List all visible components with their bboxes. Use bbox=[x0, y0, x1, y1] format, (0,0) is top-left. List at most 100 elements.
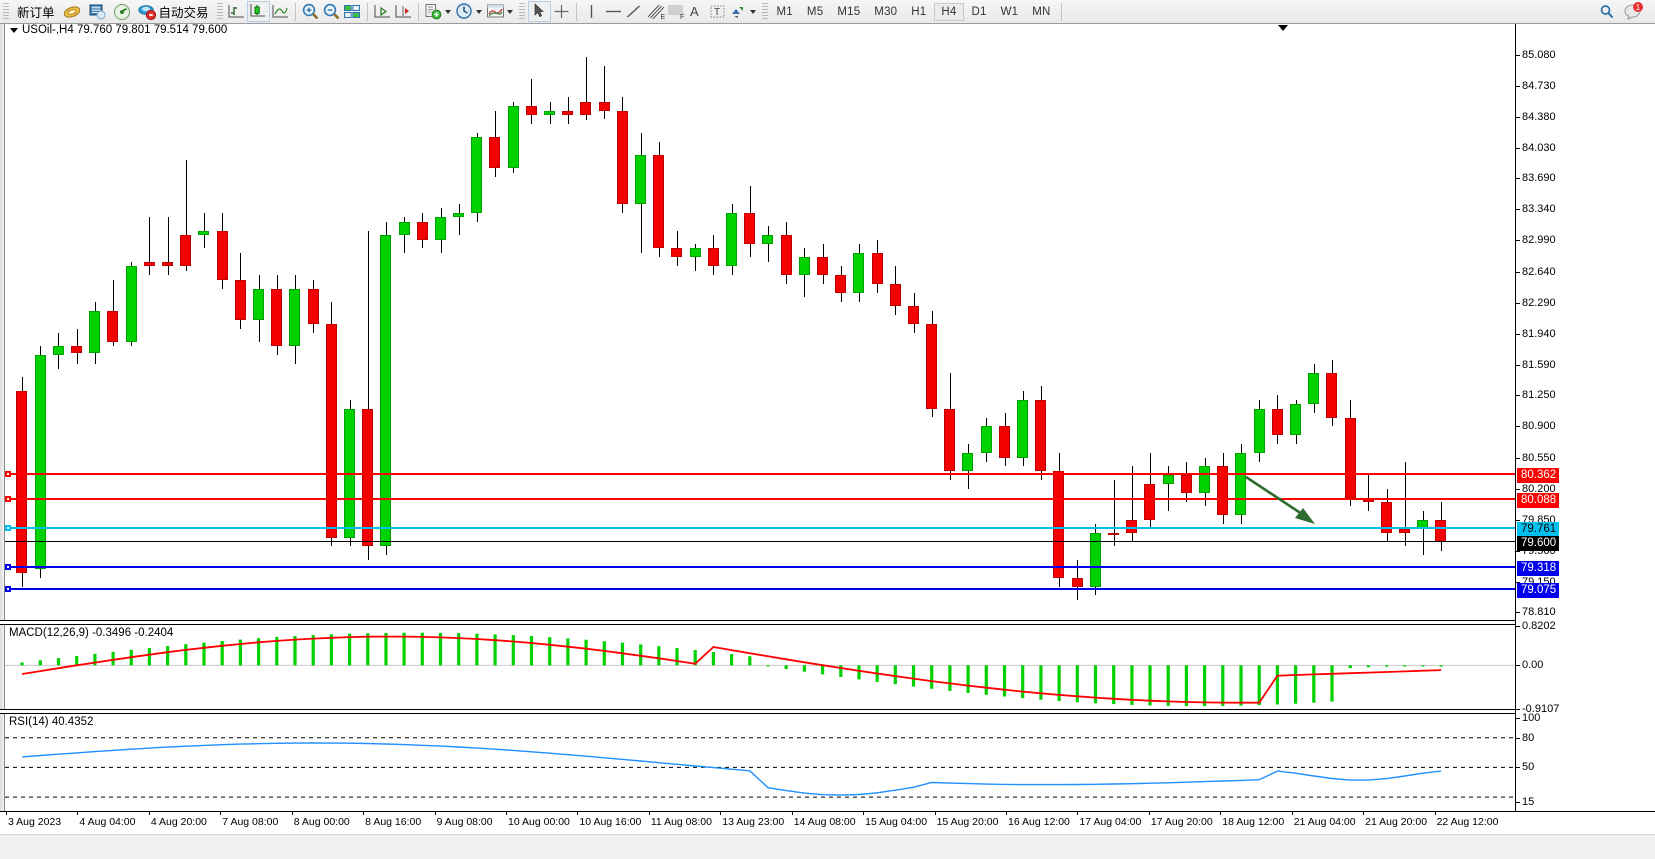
macd-histogram-bar bbox=[366, 633, 370, 666]
timeframe-m15[interactable]: M15 bbox=[837, 5, 861, 18]
timeframe-m1[interactable]: M1 bbox=[776, 5, 793, 18]
timeframe-d1[interactable]: D1 bbox=[971, 5, 987, 18]
chart-menu-arrow-icon[interactable] bbox=[10, 28, 18, 33]
price-tick bbox=[1516, 582, 1520, 584]
time-scale[interactable]: 3 Aug 2023 4 Aug 04:00 4 Aug 20:00 7 Aug 08… bbox=[0, 811, 1655, 835]
macd-histogram-bar bbox=[475, 633, 479, 666]
entry-line[interactable] bbox=[5, 524, 1515, 531]
vertical-line-icon[interactable] bbox=[581, 2, 602, 21]
timeframe-m5[interactable]: M5 bbox=[806, 5, 824, 18]
price-line-badge[interactable]: 80.362 bbox=[1517, 468, 1560, 484]
time-axis-label: 16 Aug 12:00 bbox=[1008, 816, 1070, 828]
chevron-down-icon[interactable] bbox=[444, 9, 451, 14]
resistance-line[interactable] bbox=[5, 471, 1515, 478]
macd-histogram-bar bbox=[1385, 665, 1389, 667]
price-tick bbox=[1516, 333, 1520, 335]
price-line-badge[interactable]: 79.600 bbox=[1517, 536, 1560, 552]
bar-chart-icon[interactable] bbox=[226, 2, 247, 21]
time-axis-label: 22 Aug 12:00 bbox=[1436, 816, 1499, 828]
macd-panel[interactable]: MACD(12,26,9) -0.3496 -0.2404 bbox=[5, 626, 1515, 709]
macd-histogram-bar bbox=[1275, 665, 1279, 705]
trendline-icon[interactable] bbox=[623, 2, 644, 21]
indicators-icon[interactable] bbox=[423, 2, 444, 21]
auto-trading-button[interactable]: 自动交易 bbox=[135, 1, 214, 23]
line-chart-icon[interactable] bbox=[270, 2, 291, 21]
timeframe-h4[interactable]: H4 bbox=[934, 2, 964, 21]
down-arrow-annotation[interactable] bbox=[1243, 472, 1333, 532]
timeframe-mn[interactable]: MN bbox=[1032, 5, 1051, 18]
zoom-in-icon[interactable] bbox=[300, 2, 321, 21]
candle-body-down bbox=[580, 101, 592, 116]
macd-histogram-bar bbox=[966, 665, 970, 693]
price-line-badge[interactable]: 79.075 bbox=[1517, 582, 1560, 598]
price-line-handle[interactable] bbox=[5, 585, 11, 592]
history-icon[interactable] bbox=[60, 1, 85, 23]
time-axis-label: 17 Aug 20:00 bbox=[1150, 816, 1213, 828]
toolbar-grip-2[interactable] bbox=[216, 2, 223, 21]
support-line[interactable] bbox=[5, 564, 1515, 571]
candle-body-down bbox=[235, 279, 247, 320]
price-line-handle[interactable] bbox=[5, 524, 11, 531]
text-label-icon[interactable]: A bbox=[686, 2, 707, 21]
crosshair-icon[interactable] bbox=[551, 2, 572, 21]
macd-histogram-bar bbox=[1239, 665, 1243, 706]
price-line-badge[interactable]: 79.761 bbox=[1517, 521, 1560, 537]
templates-icon[interactable] bbox=[485, 2, 506, 21]
signals-icon[interactable] bbox=[110, 1, 135, 23]
macd-histogram-bar bbox=[1366, 665, 1370, 668]
price-line-handle[interactable] bbox=[5, 495, 11, 502]
periods-icon[interactable] bbox=[454, 2, 475, 21]
chart-window[interactable]: USOil-,H4 79.760 79.801 79.514 79.600 MA… bbox=[0, 24, 1655, 859]
text-box-icon[interactable]: T bbox=[707, 2, 728, 21]
chevron-down-icon-3[interactable] bbox=[506, 9, 513, 14]
price-line-handle[interactable] bbox=[5, 471, 11, 478]
support-line[interactable] bbox=[5, 585, 1515, 592]
price-plot-area[interactable] bbox=[5, 39, 1515, 619]
rsi-panel[interactable]: RSI(14) 40.4352 bbox=[5, 715, 1515, 809]
candle-wick bbox=[459, 204, 460, 236]
current-price-line[interactable] bbox=[5, 541, 1515, 543]
new-order-button[interactable]: 新订单 bbox=[12, 1, 60, 23]
candle-body-down bbox=[1072, 577, 1084, 587]
toolbar-grip[interactable] bbox=[3, 2, 9, 21]
horizontal-line-icon[interactable] bbox=[602, 2, 623, 21]
tile-windows-icon[interactable] bbox=[342, 2, 363, 21]
price-line-badge[interactable]: 79.318 bbox=[1517, 561, 1560, 577]
candle-body-down bbox=[890, 284, 902, 307]
zoom-out-icon[interactable] bbox=[321, 2, 342, 21]
candle-body-down bbox=[817, 257, 829, 276]
toolbar-grip-3[interactable] bbox=[518, 2, 525, 21]
candle-body-up bbox=[471, 137, 483, 213]
candle-wick bbox=[586, 57, 587, 120]
horizontal-scrollbar[interactable] bbox=[0, 834, 1655, 859]
toolbar-grip-4[interactable] bbox=[761, 2, 768, 21]
chart-shift-icon[interactable] bbox=[393, 2, 414, 21]
search-icon[interactable] bbox=[1594, 1, 1620, 23]
equidistant-channel-icon[interactable]: E bbox=[644, 2, 665, 21]
cursor-icon[interactable] bbox=[527, 1, 551, 22]
svg-text:F: F bbox=[680, 14, 684, 21]
candle-body-down bbox=[1126, 519, 1138, 534]
timeframe-w1[interactable]: W1 bbox=[1000, 5, 1019, 18]
price-line-handle[interactable] bbox=[5, 564, 11, 571]
macd-histogram-bar bbox=[821, 665, 825, 675]
notification-icon[interactable]: 1 bbox=[1620, 1, 1655, 23]
macd-histogram-bar bbox=[111, 651, 115, 666]
price-scale[interactable]: 85.080 84.730 84.380 84.030 83.690 83.340 82.9… bbox=[1515, 24, 1655, 811]
time-axis-label: 4 Aug 04:00 bbox=[79, 816, 136, 828]
fibonacci-icon[interactable]: F bbox=[665, 2, 686, 21]
candle-wick bbox=[1168, 466, 1169, 511]
shapes-icon[interactable] bbox=[728, 2, 749, 21]
auto-scroll-icon[interactable] bbox=[372, 2, 393, 21]
chevron-down-icon-4[interactable] bbox=[749, 9, 756, 14]
timeframe-m30[interactable]: M30 bbox=[874, 5, 898, 18]
candlestick-chart-icon[interactable] bbox=[246, 1, 270, 22]
macd-histogram-bar bbox=[602, 641, 606, 666]
data-window-icon[interactable] bbox=[85, 1, 110, 23]
resistance-line[interactable] bbox=[5, 495, 1515, 502]
price-axis-label: 79.850 bbox=[1522, 513, 1556, 526]
timeframe-h1[interactable]: H1 bbox=[911, 5, 927, 18]
price-line-badge[interactable]: 80.088 bbox=[1517, 492, 1560, 508]
price-tick bbox=[1516, 365, 1520, 367]
chevron-down-icon-2[interactable] bbox=[475, 9, 482, 14]
